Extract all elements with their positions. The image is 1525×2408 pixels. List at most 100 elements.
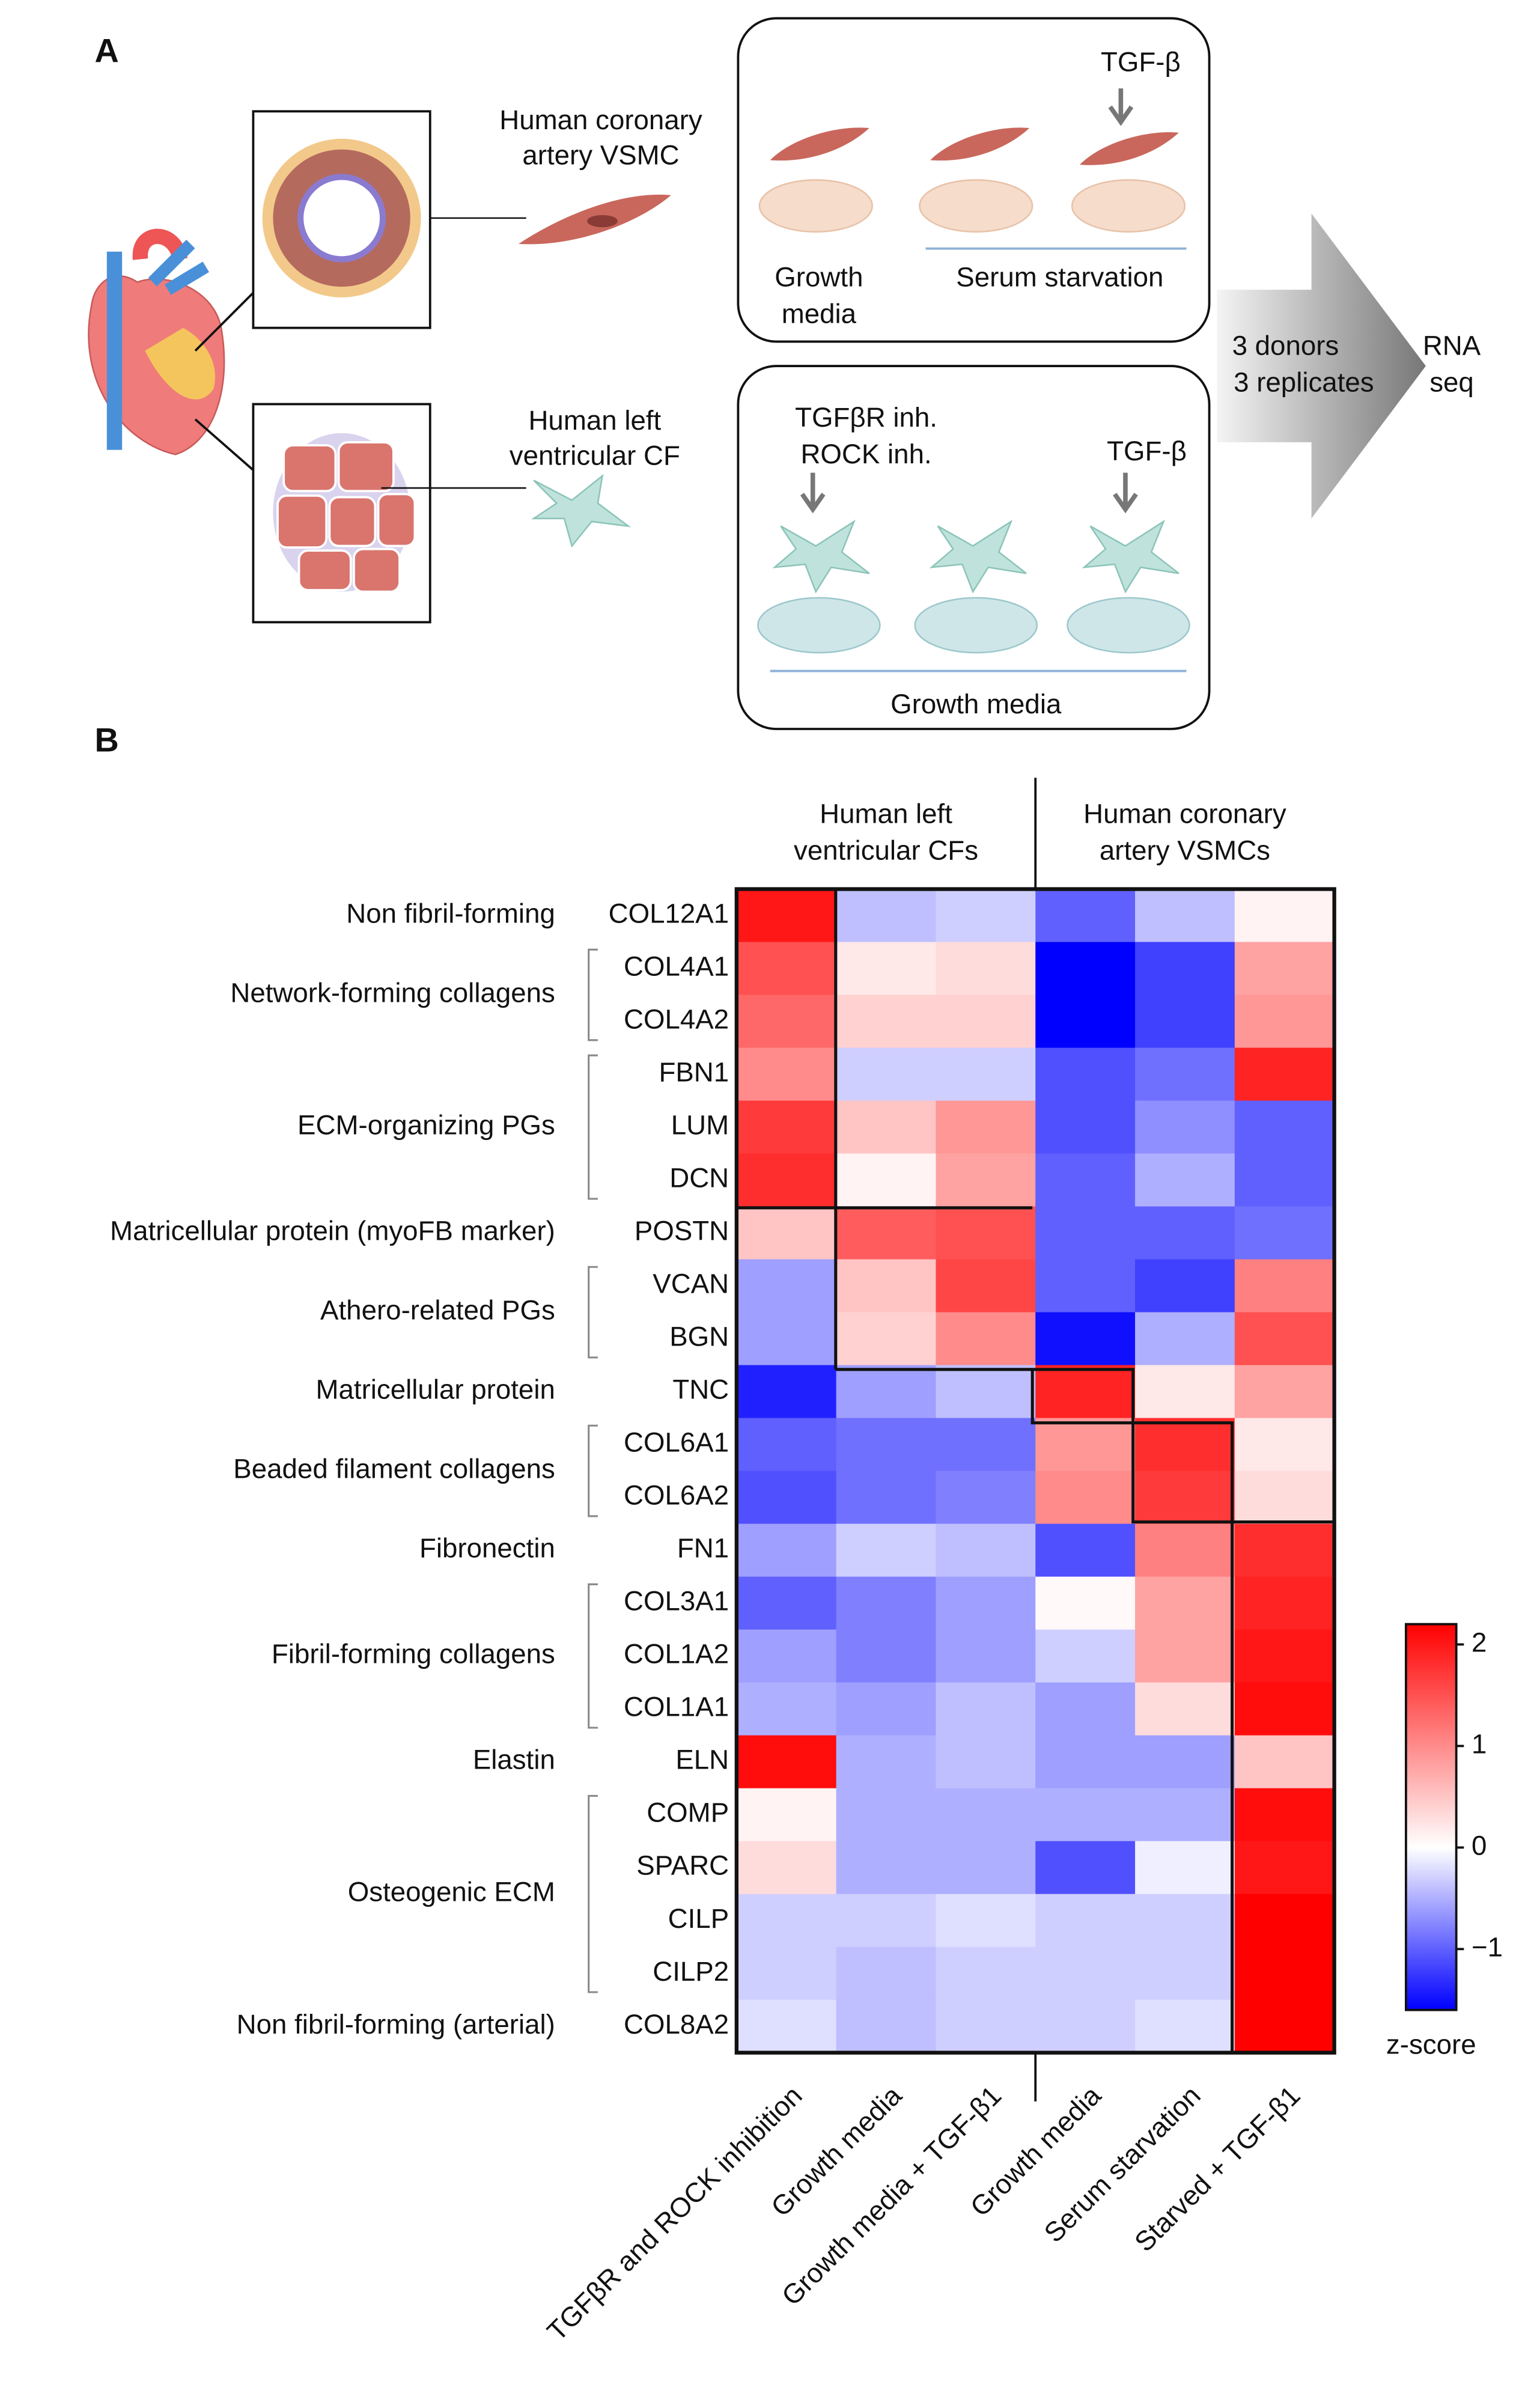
heatmap-cell xyxy=(836,1365,937,1419)
heatmap-cell xyxy=(1135,995,1235,1049)
heatmap-cell xyxy=(1234,1999,1335,2053)
heatmap-cell xyxy=(936,1946,1036,2001)
heatmap-cell xyxy=(936,1206,1036,1260)
heatmap-cell xyxy=(1234,1100,1335,1154)
x-tick-label: Starved + TGF-β1 xyxy=(1128,2080,1306,2257)
heatmap-cell xyxy=(836,1894,937,1948)
row-group-label: Athero-related PGs xyxy=(320,1295,555,1326)
heatmap-cell xyxy=(936,1259,1036,1313)
heatmap-cell xyxy=(1035,889,1136,943)
heatmap-cell xyxy=(836,942,937,996)
heatmap-cell xyxy=(836,1576,937,1630)
row-group-label: Beaded filament collagens xyxy=(233,1454,555,1484)
heatmap-cell xyxy=(1135,1576,1235,1630)
heatmap-cell xyxy=(1135,1735,1235,1789)
row-label: COL4A2 xyxy=(624,1004,729,1035)
row-group-label: Non fibril-forming xyxy=(346,898,555,929)
heatmap-cell xyxy=(936,1365,1036,1419)
heatmap-cell xyxy=(936,1418,1036,1472)
heatmap-cell xyxy=(1035,1365,1136,1419)
heatmap-cell xyxy=(1135,1206,1235,1260)
heatmap-cell xyxy=(736,1629,837,1683)
cluster-boxes xyxy=(736,889,1336,2055)
column-group-label: Human coronary xyxy=(1083,799,1286,829)
heatmap-cell xyxy=(1234,995,1335,1049)
heatmap-cell xyxy=(936,1471,1036,1525)
row-label: FN1 xyxy=(677,1533,729,1564)
heatmap-cell xyxy=(1234,1471,1335,1525)
treatment-label: TGF-β xyxy=(1107,436,1187,466)
heatmap-cell xyxy=(1234,1047,1335,1102)
heatmap-cell xyxy=(1234,1153,1335,1207)
heatmap-cell xyxy=(1135,1365,1235,1419)
heatmap-cell xyxy=(936,1629,1036,1683)
heatmap-cell xyxy=(836,1312,937,1366)
heatmap-cell xyxy=(936,1894,1036,1948)
heatmap-cell xyxy=(1035,1153,1136,1207)
connector xyxy=(194,288,257,352)
heatmap-cell xyxy=(1135,1841,1235,1895)
panel-label: B xyxy=(94,721,118,759)
heatmap-cell xyxy=(936,1312,1036,1366)
heatmap-cell xyxy=(1035,1841,1136,1895)
colorbar-tick-label: 1 xyxy=(1472,1728,1487,1759)
heatmap-cell xyxy=(1035,1471,1136,1525)
heatmap-cell xyxy=(1135,1471,1235,1525)
heatmap-cell xyxy=(736,1523,837,1577)
heatmap-frame xyxy=(734,887,1336,2055)
treatment-label: TGF-β xyxy=(1101,47,1181,78)
colorbar-tick-label: −1 xyxy=(1472,1931,1503,1962)
heatmap-cell xyxy=(1035,1788,1136,1842)
heatmap-cell xyxy=(1135,1418,1235,1472)
heatmap-cell xyxy=(936,1788,1036,1842)
heatmap-cell xyxy=(1135,1312,1235,1366)
condition-label: media xyxy=(782,298,857,329)
heatmap-cell xyxy=(836,1418,937,1472)
bracket xyxy=(588,1054,598,1200)
bracket xyxy=(588,1266,598,1359)
heatmap-cell xyxy=(1234,1206,1335,1260)
row-label: BGN xyxy=(669,1321,729,1352)
colorbar xyxy=(1404,1623,1458,2011)
row-label: COL6A1 xyxy=(624,1427,729,1458)
row-group-label: Fibronectin xyxy=(419,1533,555,1564)
column-group-label: ventricular CFs xyxy=(794,835,978,866)
heatmap-cell xyxy=(1135,1523,1235,1577)
process-arrow xyxy=(1217,213,1426,519)
heatmap-cell xyxy=(936,889,1036,943)
heatmap-cell xyxy=(736,1047,837,1102)
cell-label: ventricular CF xyxy=(510,440,680,471)
heatmap-cell xyxy=(1234,1312,1335,1366)
heatmap-cell xyxy=(1035,995,1136,1049)
row-group-label: Elastin xyxy=(473,1745,555,1775)
heatmap-cell xyxy=(1135,1999,1235,2053)
heatmap-cell xyxy=(1035,942,1136,996)
heart-illustration xyxy=(88,228,225,456)
heatmap-cell xyxy=(1234,1735,1335,1789)
cell-label: Human left xyxy=(528,405,661,436)
row-group-label: Matricellular protein (myoFB marker) xyxy=(110,1216,555,1246)
heatmap-cell xyxy=(936,995,1036,1049)
heatmap-cell xyxy=(736,1312,837,1366)
heatmap-cell xyxy=(1135,1259,1235,1313)
row-label: COL1A1 xyxy=(624,1692,729,1722)
colorbar-tick-label: 2 xyxy=(1472,1627,1487,1657)
heatmap-cell xyxy=(1035,1259,1136,1313)
heatmap-cell xyxy=(1135,1894,1235,1948)
heatmap-cell xyxy=(836,1100,937,1154)
heatmap-cell xyxy=(1234,1946,1335,2001)
row-group-label: Network-forming collagens xyxy=(230,978,555,1008)
heatmap-cell xyxy=(836,1946,937,2001)
heatmap-cell xyxy=(1035,1946,1136,2001)
heatmap-cell xyxy=(936,1682,1036,1736)
connector xyxy=(194,418,257,474)
heatmap-cell xyxy=(736,1365,837,1419)
heatmap-cell xyxy=(1135,942,1235,996)
heatmap-cell xyxy=(836,889,937,943)
row-label: CILP2 xyxy=(653,1956,729,1987)
row-group-label: Fibril-forming collagens xyxy=(272,1639,555,1669)
row-label: FBN1 xyxy=(659,1057,729,1088)
heatmap-cell xyxy=(1234,1365,1335,1419)
row-label: COL4A1 xyxy=(624,951,729,982)
heatmap-cell xyxy=(1135,1629,1235,1683)
